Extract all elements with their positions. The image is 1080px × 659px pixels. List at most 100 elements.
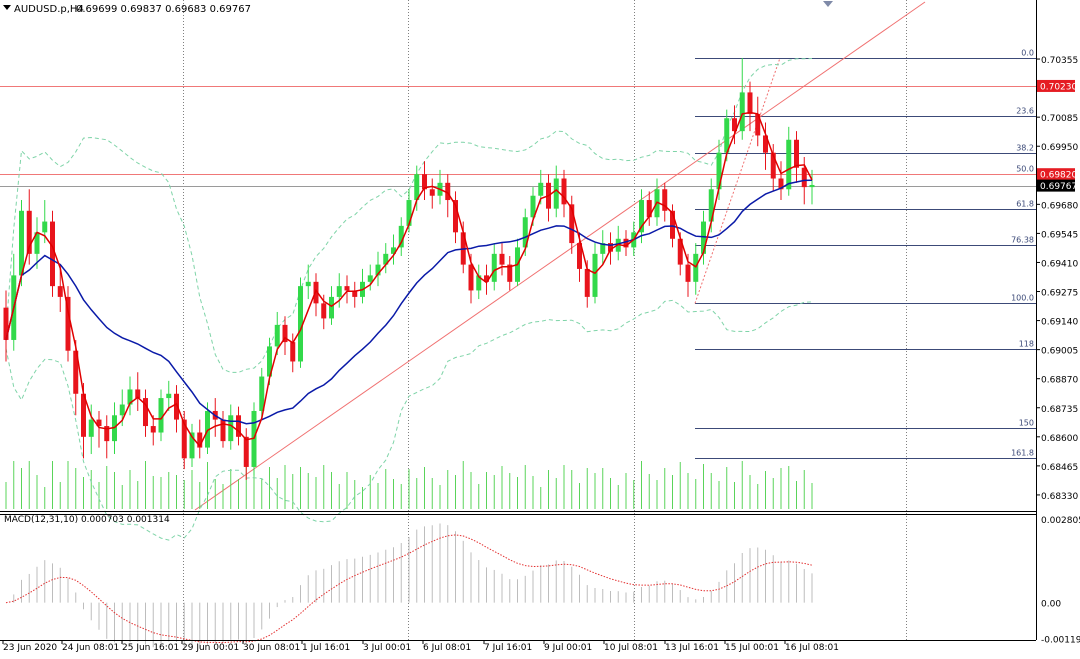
candle-body-11 bbox=[88, 419, 94, 437]
candle-body-4 bbox=[34, 232, 40, 254]
time-tick-label-3: 29 Jun 00:01 bbox=[182, 643, 239, 653]
time-tick-label-5: 1 Jul 16:01 bbox=[302, 643, 350, 653]
trend-lines[interactable] bbox=[194, 1, 926, 511]
fib-label-6: 100.0 bbox=[1011, 294, 1034, 303]
time-tick-label-2: 25 Jun 16:01 bbox=[122, 643, 179, 653]
candle-body-6 bbox=[50, 221, 55, 287]
candle-body-62 bbox=[484, 275, 489, 282]
candle-body-104 bbox=[809, 184, 815, 188]
candle-body-57 bbox=[445, 182, 451, 201]
candle-body-71 bbox=[553, 178, 559, 209]
candle-body-60 bbox=[468, 264, 474, 291]
candle-body-69 bbox=[538, 182, 544, 196]
macd-tick-label-1: 0.00 bbox=[1041, 600, 1061, 610]
price-tick-label-7: 0.69140 bbox=[1041, 318, 1078, 328]
candle-body-97 bbox=[755, 113, 761, 136]
price-axis[interactable]: 0.70355 0.70085 0.69950 0.69680 0.69545 0.694… bbox=[1036, 56, 1080, 645]
price-tick-label-4: 0.69545 bbox=[1041, 230, 1078, 240]
time-tick-label-7: 6 Jul 08:01 bbox=[423, 643, 471, 653]
price-tick-label-3: 0.69680 bbox=[1041, 201, 1078, 211]
dropdown-triangle-icon[interactable] bbox=[3, 5, 11, 10]
macd-signal-line bbox=[5, 534, 813, 644]
price-tick-label-6: 0.69275 bbox=[1041, 289, 1078, 299]
candle-body-95 bbox=[739, 92, 745, 132]
candle-body-25 bbox=[197, 432, 203, 448]
time-tick-label-4: 30 Jun 08:01 bbox=[243, 643, 300, 653]
candle-body-29 bbox=[228, 415, 234, 442]
fib-label-1: 23.6 bbox=[1016, 107, 1034, 116]
time-tick-label-13: 16 Jul 08:01 bbox=[785, 643, 839, 653]
candle-body-28 bbox=[220, 419, 226, 442]
price-tick-label-2: 0.69950 bbox=[1041, 143, 1078, 153]
candle-body-64 bbox=[499, 253, 505, 265]
candle-body-68 bbox=[530, 195, 536, 218]
volume-bars bbox=[5, 461, 813, 509]
candle-body-88 bbox=[685, 264, 691, 282]
candle-body-22 bbox=[174, 393, 179, 420]
candle-body-48 bbox=[375, 264, 381, 276]
time-axis[interactable]: 23 Jun 2020 24 Jun 08:01 25 Jun 16:01 29 Ju… bbox=[2, 640, 839, 653]
candle-body-73 bbox=[569, 204, 575, 244]
candle-body-90 bbox=[701, 221, 706, 254]
candle-body-103 bbox=[801, 167, 807, 188]
fib-label-2: 38.2 bbox=[1016, 144, 1034, 153]
candle-body-23 bbox=[181, 419, 187, 459]
time-tick-label-10: 10 Jul 08:01 bbox=[604, 643, 658, 653]
candle-body-26 bbox=[205, 410, 210, 448]
candle-body-93 bbox=[724, 118, 730, 153]
candle-body-80 bbox=[623, 238, 629, 248]
trend-line bbox=[194, 1, 926, 511]
candle-body-89 bbox=[693, 253, 699, 282]
price-badge-0 bbox=[1037, 79, 1075, 92]
candle-body-55 bbox=[429, 189, 435, 196]
candle-body-18 bbox=[143, 398, 148, 427]
macd-tick-label-2: -0.001198 bbox=[1041, 635, 1080, 645]
candle-body-63 bbox=[491, 253, 497, 282]
candle-body-54 bbox=[422, 174, 427, 190]
fib-baseline bbox=[694, 57, 781, 304]
candle-body-37 bbox=[290, 342, 296, 362]
candle-body-5 bbox=[42, 221, 48, 233]
horizontal-lines[interactable] bbox=[0, 86, 1036, 187]
candle-body-24 bbox=[189, 432, 195, 459]
candle-body-40 bbox=[313, 281, 319, 304]
candle-body-36 bbox=[282, 324, 288, 343]
fib-label-0: 0.0 bbox=[1021, 49, 1034, 58]
candle-body-12 bbox=[96, 419, 102, 427]
fib-label-7: 118 bbox=[1019, 340, 1034, 349]
candle-body-30 bbox=[236, 415, 241, 437]
macd-indicator bbox=[5, 523, 813, 649]
candle-body-47 bbox=[367, 275, 373, 282]
candle-body-8 bbox=[65, 296, 71, 351]
candle-body-0 bbox=[3, 307, 9, 340]
candle-body-78 bbox=[608, 243, 613, 252]
candle-body-82 bbox=[639, 200, 644, 233]
candle-body-13 bbox=[104, 426, 110, 442]
candle-body-53 bbox=[414, 174, 420, 201]
candle-body-102 bbox=[794, 139, 799, 168]
price-tick-label-13: 0.68330 bbox=[1041, 492, 1078, 502]
candle-body-74 bbox=[577, 243, 582, 269]
shift-marker-icon[interactable] bbox=[823, 1, 833, 7]
candle-body-19 bbox=[150, 426, 156, 433]
candle-body-20 bbox=[158, 398, 164, 433]
candle-body-10 bbox=[81, 393, 86, 437]
candle-body-9 bbox=[73, 350, 79, 394]
candle-body-50 bbox=[391, 247, 396, 254]
candle-body-100 bbox=[778, 178, 784, 190]
candle-body-67 bbox=[522, 217, 528, 248]
candle-body-72 bbox=[561, 178, 567, 205]
price-tick-label-0: 0.70355 bbox=[1041, 56, 1078, 66]
candle-body-87 bbox=[677, 238, 683, 265]
candle-body-61 bbox=[476, 275, 482, 291]
candle-body-16 bbox=[127, 389, 133, 405]
candle-body-43 bbox=[336, 286, 342, 297]
candle-body-51 bbox=[398, 225, 404, 248]
macd-tick-label-0: 0.002805 bbox=[1041, 516, 1080, 526]
candle-body-45 bbox=[352, 290, 358, 297]
candle-body-15 bbox=[119, 404, 125, 416]
candle-body-39 bbox=[305, 281, 311, 287]
candle-body-99 bbox=[770, 152, 776, 179]
